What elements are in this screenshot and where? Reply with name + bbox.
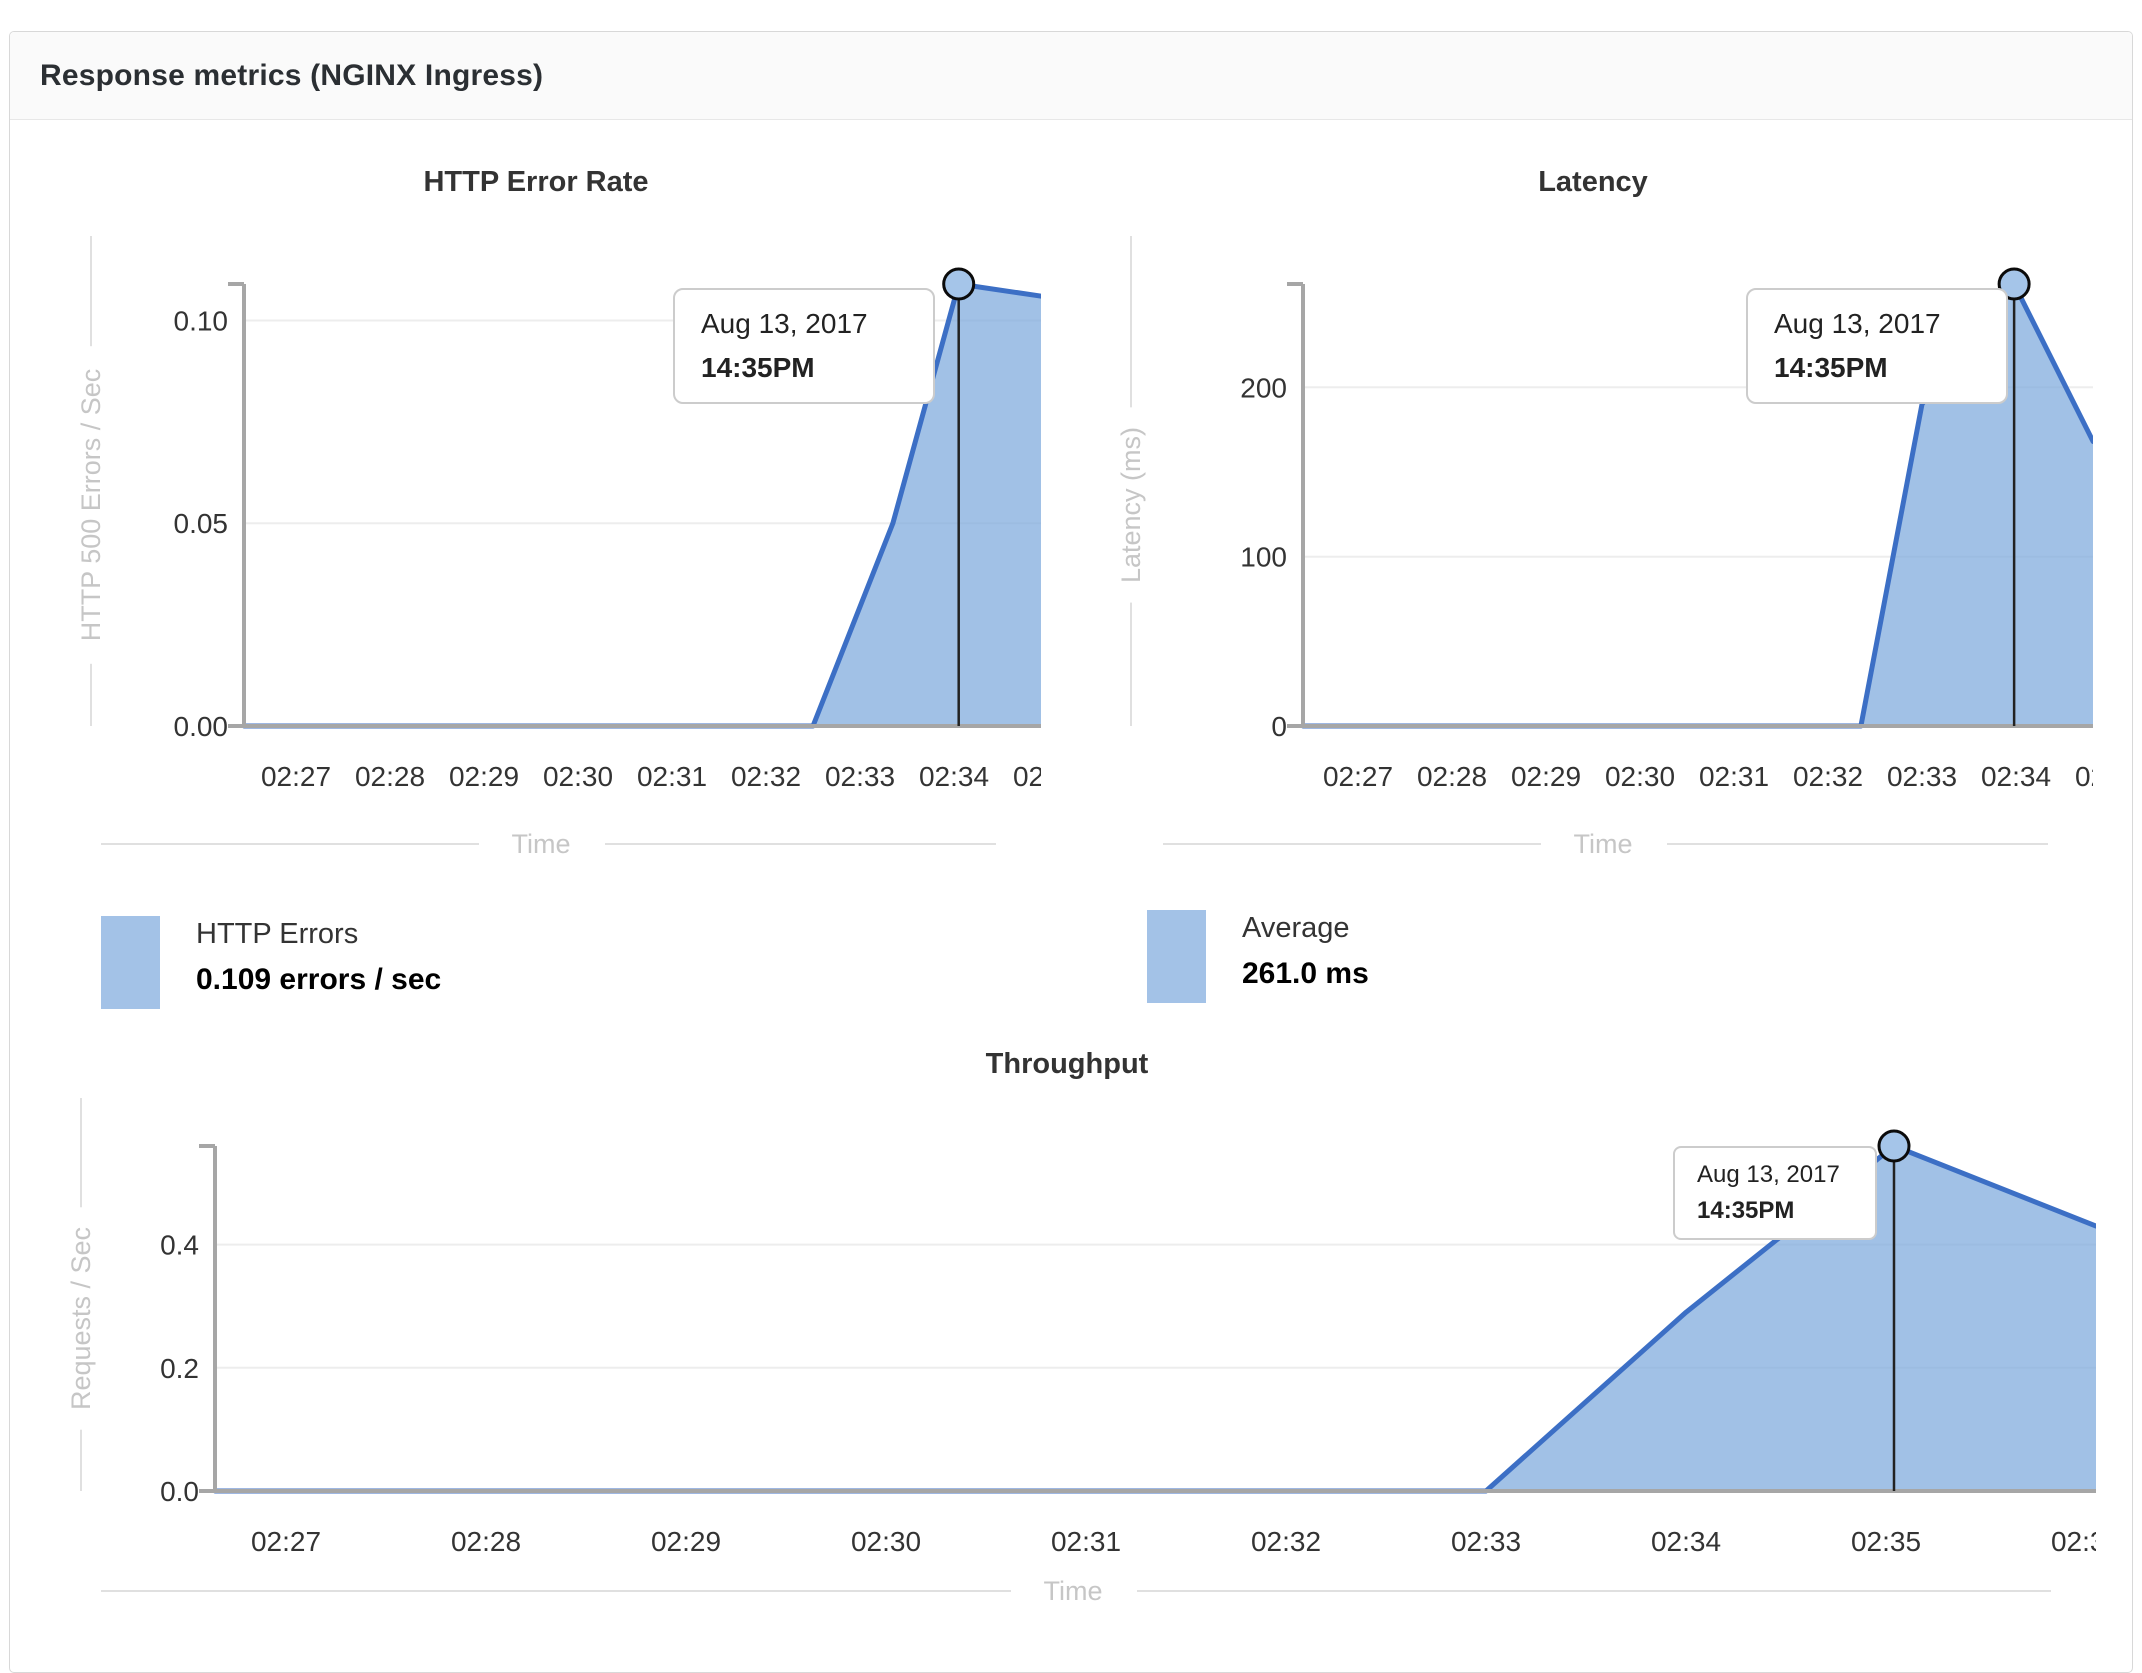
x-tick-label: 02:28	[355, 761, 425, 792]
tooltip-time: 14:35PM	[701, 352, 815, 383]
http-error-rate-chart[interactable]: 0.10 0.05 0.00 02:27 02:28 02:29 02:30 02:31 02:…	[11, 216, 1041, 966]
panel-title: Response metrics (NGINX Ingress)	[40, 58, 544, 92]
latency-chart[interactable]: 200 100 0 02:27 02:28 02:29 02:30 02:31 02:32 02:…	[1073, 216, 2093, 966]
x-tick-label: 02:34	[1651, 1526, 1721, 1557]
x-tick-label: 02:27	[1323, 761, 1393, 792]
x-tick-label: 02:33	[1887, 761, 1957, 792]
y-tick-label: 0.00	[174, 711, 229, 742]
x-tick-label: 02:33	[1451, 1526, 1521, 1557]
y-axis-title: HTTP 500 Errors / Sec	[76, 369, 106, 642]
chart-title-http-error-rate: HTTP Error Rate	[423, 166, 649, 198]
tooltip-date: Aug 13, 2017	[1774, 308, 1941, 339]
tooltip-date: Aug 13, 2017	[701, 308, 868, 339]
x-tick-label: 02:35	[1851, 1526, 1921, 1557]
y-tick-label: 0	[1271, 711, 1287, 742]
marker-point[interactable]	[1877, 1129, 1911, 1163]
legend-swatch	[101, 916, 160, 1009]
chart-title-throughput: Throughput	[985, 1048, 1149, 1080]
marker-point[interactable]	[1997, 267, 2031, 301]
area-fill[interactable]	[215, 1146, 2096, 1491]
throughput-chart[interactable]: 0.4 0.2 0.0 02:27 02:28 02:29 02:30 02:31 02:32 0…	[11, 1091, 2096, 1611]
x-tick-label: 02:28	[451, 1526, 521, 1557]
x-tick-label: 02:29	[651, 1526, 721, 1557]
y-tick-label: 100	[1240, 542, 1287, 573]
x-tick-label: 02:30	[543, 761, 613, 792]
x-tick-label: 02:27	[261, 761, 331, 792]
x-tick-label: 02:31	[1051, 1526, 1121, 1557]
panel-body: HTTP Error Rate Latency 0.10 0.05 0.00 02:2…	[10, 120, 2132, 1640]
marker-point[interactable]	[942, 267, 976, 301]
x-tick-label: 02:34	[919, 761, 989, 792]
x-tick-label: 02:32	[1251, 1526, 1321, 1557]
x-tick-label: 02:33	[825, 761, 895, 792]
response-metrics-panel: Response metrics (NGINX Ingress) HTTP Er…	[9, 31, 2133, 1673]
area-fill[interactable]	[1303, 284, 2093, 726]
legend-http-errors: HTTP Errors 0.109 errors / sec	[101, 916, 441, 1009]
legend-value: 261.0 ms	[1242, 957, 1369, 990]
x-tick-label: 02:34	[1981, 761, 2051, 792]
x-tick-label: 02:27	[251, 1526, 321, 1557]
legend-swatch	[1147, 910, 1206, 1003]
x-axis-title: Time	[1574, 829, 1633, 859]
area-fill[interactable]	[244, 284, 1041, 726]
x-tick-label: 02:28	[1417, 761, 1487, 792]
y-tick-label: 0.05	[174, 508, 229, 539]
tooltip-latency: Aug 13, 2017 14:35PM	[1746, 288, 2008, 404]
legend-label: HTTP Errors	[196, 918, 359, 950]
x-tick-label: 02:32	[731, 761, 801, 792]
tooltip-date: Aug 13, 2017	[1697, 1161, 1840, 1188]
chart-title-latency: Latency	[1538, 166, 1648, 198]
x-tick-label: 02:29	[449, 761, 519, 792]
x-axis-title: Time	[1044, 1576, 1103, 1606]
tooltip-http-error-rate: Aug 13, 2017 14:35PM	[673, 288, 935, 404]
x-tick-label: 02:32	[1793, 761, 1863, 792]
legend-label: Average	[1242, 912, 1350, 944]
y-axis-title: Latency (ms)	[1116, 427, 1146, 583]
y-tick-label: 0.2	[160, 1353, 199, 1384]
legend-average-latency: Average 261.0 ms	[1147, 910, 1369, 1003]
y-tick-label: 0.4	[160, 1230, 199, 1261]
y-axis-title: Requests / Sec	[66, 1227, 96, 1410]
x-tick-label: 02:35	[1013, 761, 1041, 792]
tooltip-time: 14:35PM	[1697, 1197, 1795, 1224]
panel-header: Response metrics (NGINX Ingress)	[10, 32, 2132, 120]
legend-value: 0.109 errors / sec	[196, 963, 442, 996]
x-tick-label: 02:36	[2051, 1526, 2096, 1557]
x-tick-label: 02:30	[851, 1526, 921, 1557]
x-tick-label: 02:31	[1699, 761, 1769, 792]
y-tick-label: 0.10	[174, 305, 229, 336]
x-tick-label: 02:29	[1511, 761, 1581, 792]
x-axis-title: Time	[512, 829, 571, 859]
y-tick-label: 0.0	[160, 1476, 199, 1507]
tooltip-time: 14:35PM	[1774, 352, 1888, 383]
y-tick-label: 200	[1240, 372, 1287, 403]
tooltip-throughput: Aug 13, 2017 14:35PM	[1673, 1146, 1877, 1240]
x-tick-label: 02:30	[1605, 761, 1675, 792]
x-tick-label: 02:31	[637, 761, 707, 792]
x-tick-label: 02:35	[2075, 761, 2093, 792]
